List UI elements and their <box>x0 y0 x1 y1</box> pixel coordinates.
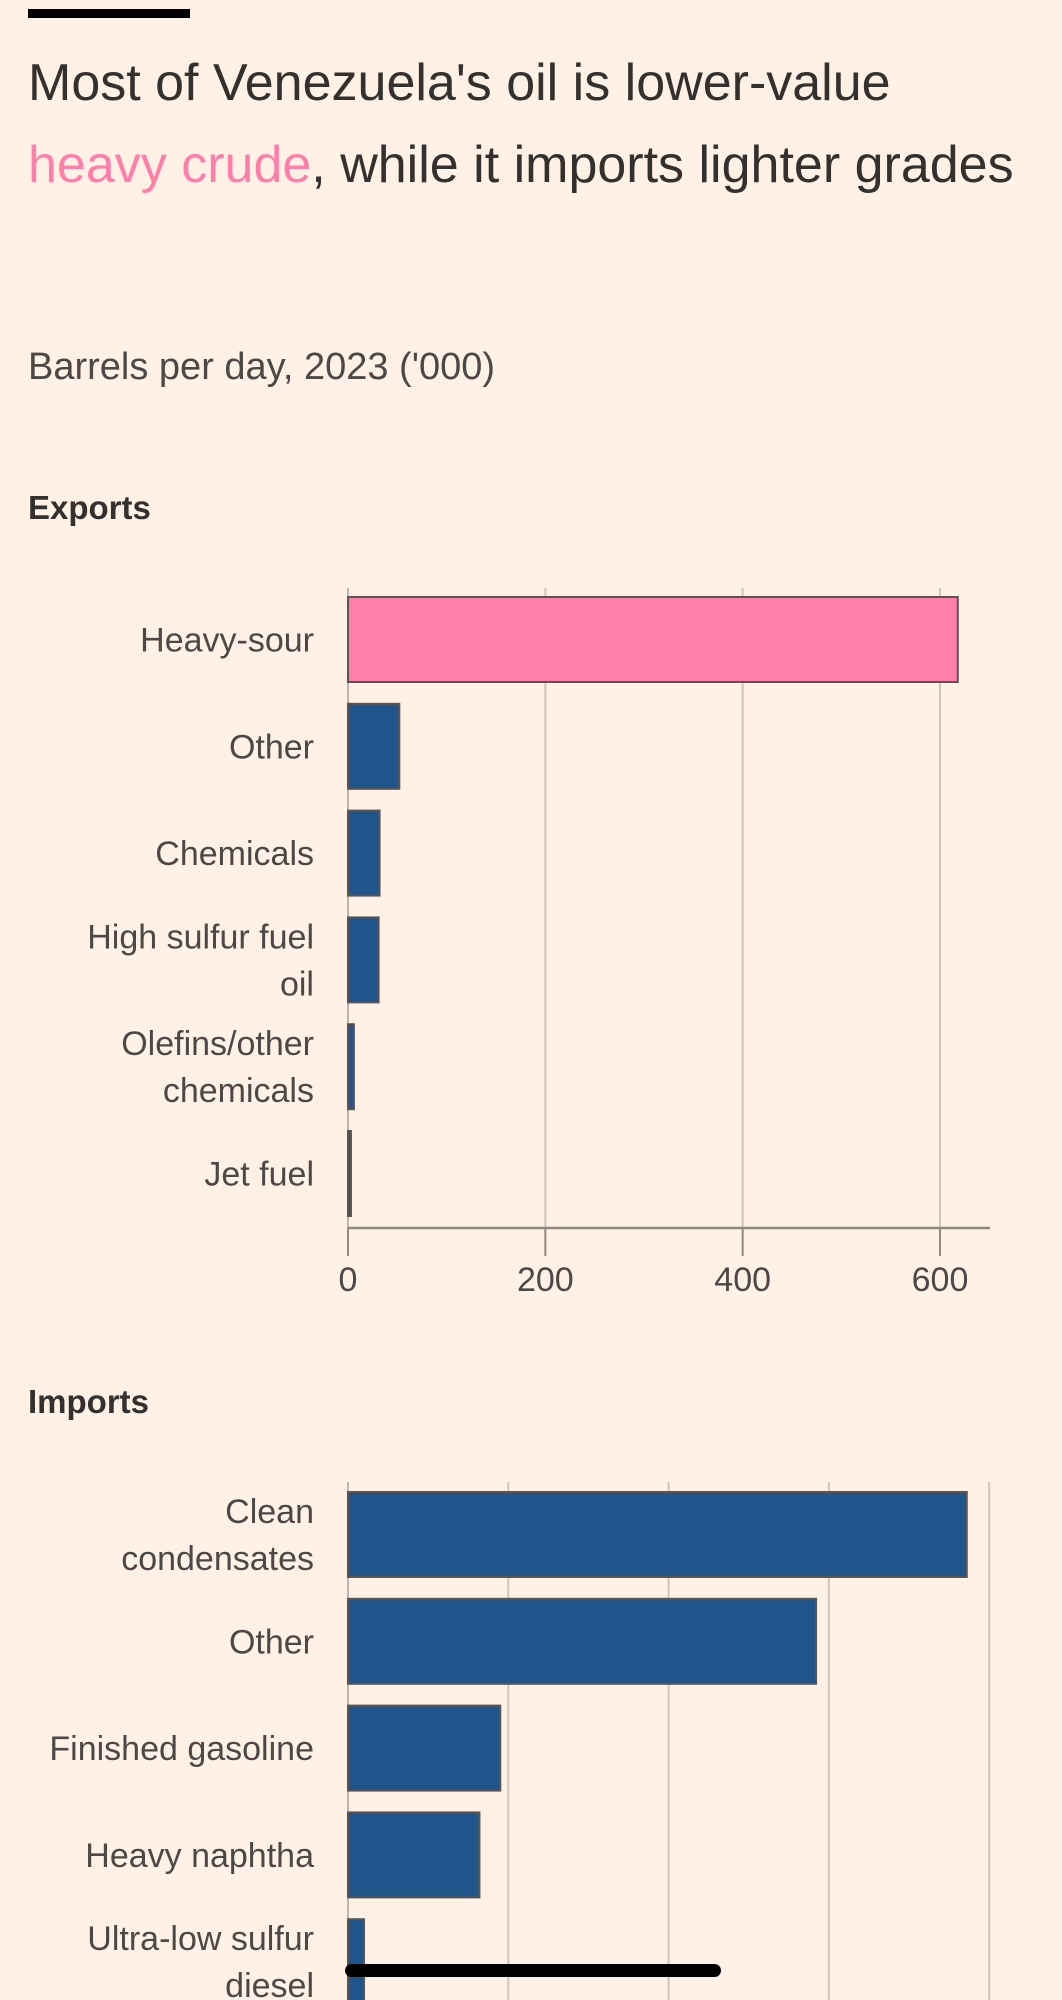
x-tick-label: 200 <box>517 1261 574 1299</box>
category-label-line: Ultra-low sulfur <box>87 1920 314 1958</box>
category-label: Other <box>229 1623 314 1661</box>
bar-clean-condensates <box>347 1491 968 1578</box>
bar-heavy-naphtha <box>347 1811 481 1899</box>
category-label: Heavy-sour <box>140 622 314 660</box>
bar-jet-fuel <box>347 1130 352 1217</box>
chart-subtitle: Barrels per day, 2023 ('000) <box>28 346 496 388</box>
category-label-line: Olefins/other <box>121 1025 314 1063</box>
chart-title: Most of Venezuela's oil is lower-value h… <box>28 42 1028 206</box>
bar-heavy-sour <box>347 596 959 683</box>
category-label: Other <box>229 728 314 766</box>
category-label: High sulfur fuel oil <box>87 918 314 1003</box>
title-suffix: , while it imports lighter grades <box>311 136 1014 194</box>
bar-olefins-other-chemicals <box>347 1023 355 1111</box>
category-label: Ultra-low sulfur diesel <box>87 1920 314 2000</box>
category-label-line: Heavy naphtha <box>85 1837 314 1875</box>
category-label: Finished gasoline <box>49 1730 314 1768</box>
category-label-line: Other <box>229 1623 314 1661</box>
brand-top-bar <box>28 9 190 18</box>
category-label-line: Heavy-sour <box>140 622 314 660</box>
title-prefix: Most of Venezuela's oil is lower-value <box>28 54 891 112</box>
category-label: Olefins/other chemicals <box>121 1025 314 1110</box>
bar-ultra-low-sulfur-diesel <box>347 1918 366 2000</box>
category-label: Jet fuel <box>204 1156 314 1194</box>
bar-other <box>347 702 401 790</box>
title-highlight: heavy crude <box>28 136 312 194</box>
bar-high-sulfur-fuel-oil <box>347 916 380 1004</box>
category-label-line: Jet fuel <box>204 1156 314 1194</box>
category-label-line: High sulfur fuel <box>87 918 314 956</box>
category-label: Clean condensates <box>121 1493 314 1578</box>
category-label-line: Chemicals <box>155 835 314 873</box>
bar-chemicals <box>347 809 381 897</box>
category-label: Heavy naphtha <box>85 1837 314 1875</box>
category-label-line: chemicals <box>163 1072 314 1110</box>
category-label-line: Other <box>229 728 314 766</box>
imports-section-title: Imports <box>28 1383 150 1420</box>
home-indicator[interactable] <box>345 1964 721 1977</box>
bar-other <box>347 1597 818 1685</box>
exports-section-title: Exports <box>28 489 151 526</box>
category-label-line: diesel <box>225 1967 314 2000</box>
x-tick-label: 0 <box>339 1261 358 1299</box>
category-label-line: condensates <box>121 1540 314 1578</box>
category-label-line: oil <box>280 965 314 1003</box>
category-label-line: Clean <box>225 1493 314 1531</box>
x-tick-label: 600 <box>912 1261 969 1299</box>
bar-finished-gasoline <box>347 1704 502 1792</box>
x-tick-label: 400 <box>714 1261 771 1299</box>
category-label: Chemicals <box>155 835 314 873</box>
category-label-line: Finished gasoline <box>49 1730 314 1768</box>
